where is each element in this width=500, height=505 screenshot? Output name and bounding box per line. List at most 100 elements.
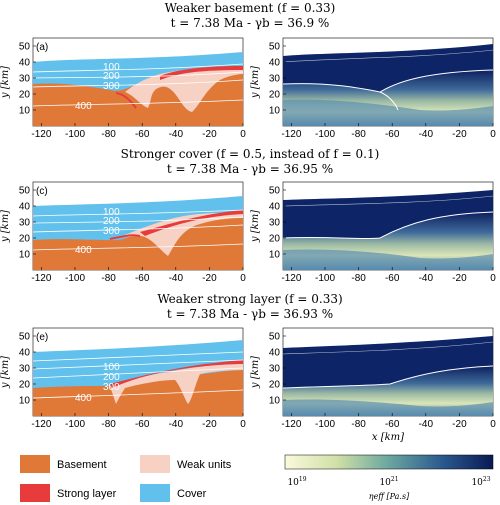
legend-swatch-strong-layer	[20, 484, 50, 502]
panel-label-f: (f)	[286, 332, 295, 343]
panel-a: 100 200 300 400 (a)	[32, 37, 244, 127]
colorbar: 1019 1021 1023 ηeff [Pa.s]	[284, 454, 494, 501]
legend-swatch-basement	[20, 455, 50, 473]
y-tick-label: 50	[269, 42, 281, 53]
x-tick-label: -100	[315, 273, 335, 284]
panel-label-d: (d)	[286, 186, 298, 197]
panel-e: 100 200 300 400 (e)	[32, 327, 244, 417]
y-axis-label: y [km]	[250, 66, 261, 99]
row-3-title-line1: Weaker strong layer (f = 0.33)	[157, 292, 342, 306]
isotherm-label-400: 400	[75, 393, 92, 404]
x-tick-label: -80	[351, 129, 366, 140]
y-axis-label: y [km]	[0, 210, 11, 243]
y-tick-label: 50	[269, 332, 281, 343]
y-tick-label: 30	[269, 364, 281, 375]
row-2-title-line2: t = 7.38 Ma - γb = 36.95 %	[167, 162, 333, 176]
row-1-title-line1: Weaker basement (f = 0.33)	[165, 1, 336, 15]
row-2: Stronger cover (f = 0.5, instead of f = …	[32, 147, 494, 271]
x-tick-label: -60	[385, 419, 400, 430]
row-1: Weaker basement (f = 0.33) t = 7.38 Ma -…	[32, 1, 494, 127]
y-tick-label: 20	[269, 234, 281, 245]
legend-label-weak-units: Weak units	[177, 459, 232, 471]
panel-c: 100 200 300 400 (c)	[32, 181, 244, 271]
isotherm-label-400: 400	[75, 245, 92, 256]
isotherm-label-300: 300	[103, 382, 120, 393]
x-tick-label: -40	[169, 419, 184, 430]
y-tick-label: 50	[19, 42, 31, 53]
x-tick-label: 0	[490, 273, 496, 284]
isotherm-label-200: 200	[103, 372, 120, 383]
x-tick-label: -20	[202, 129, 217, 140]
y-tick-label: 10	[269, 250, 281, 261]
x-axis-label: x [km]	[372, 432, 404, 443]
y-tick-label: 50	[269, 186, 281, 197]
y-tick-label: 30	[19, 218, 31, 229]
isotherm-label-400: 400	[75, 101, 92, 112]
panel-label-a: (a)	[36, 42, 48, 53]
colorbar-tick-2: 1021	[379, 476, 398, 488]
x-tick-label: -20	[202, 273, 217, 284]
isotherm-label-100: 100	[103, 62, 120, 73]
axes-layer: -120 -100 -80 -60 -40 -20 0 10 20 30 40 50 y [km] -12…	[0, 42, 496, 444]
x-tick-label: -60	[135, 129, 150, 140]
x-tick-label: -80	[351, 419, 366, 430]
x-tick-label: -120	[31, 419, 51, 430]
legend-swatch-cover	[140, 484, 170, 502]
x-tick-label: 0	[240, 273, 246, 284]
x-tick-label: -60	[135, 419, 150, 430]
legend-label-strong-layer: Strong layer	[57, 488, 117, 500]
y-axis-label: y [km]	[250, 210, 261, 243]
y-tick-label: 20	[19, 234, 31, 245]
panel-d: (d)	[282, 181, 494, 271]
y-axis-label: y [km]	[0, 66, 11, 99]
y-tick-label: 20	[269, 380, 281, 391]
y-tick-label: 20	[19, 90, 31, 101]
x-tick-label: 0	[240, 419, 246, 430]
x-tick-label: -120	[281, 419, 301, 430]
x-tick-label: -20	[452, 419, 467, 430]
x-tick-label: -40	[419, 419, 434, 430]
isotherm-label-300: 300	[103, 226, 120, 237]
y-tick-label: 50	[19, 186, 31, 197]
y-tick-label: 20	[19, 380, 31, 391]
colorbar-tick-3: 1023	[471, 476, 490, 488]
x-tick-label: -120	[281, 273, 301, 284]
x-tick-label: -100	[65, 419, 85, 430]
x-tick-label: -40	[169, 129, 184, 140]
y-tick-label: 10	[269, 106, 281, 117]
y-tick-label: 10	[19, 106, 31, 117]
x-tick-label: -80	[101, 129, 116, 140]
x-tick-label: -40	[169, 273, 184, 284]
y-axis-label: y [km]	[0, 356, 11, 389]
y-tick-label: 10	[269, 396, 281, 407]
legend: Basement Weak units Strong layer Cover	[20, 455, 232, 502]
panel-label-b: (b)	[286, 42, 298, 53]
x-tick-label: -120	[31, 129, 51, 140]
x-tick-label: -100	[315, 129, 335, 140]
y-tick-label: 40	[269, 202, 281, 213]
isotherm-label-100: 100	[103, 362, 120, 373]
y-tick-label: 50	[19, 332, 31, 343]
x-tick-label: -80	[351, 273, 366, 284]
row-1-title-line2: t = 7.38 Ma - γb = 36.9 %	[171, 16, 330, 30]
x-tick-label: -60	[385, 129, 400, 140]
isotherm-label-300: 300	[103, 81, 120, 92]
y-tick-label: 30	[19, 74, 31, 85]
x-tick-label: 0	[490, 419, 496, 430]
colorbar-label: ηeff [Pa.s]	[369, 492, 410, 501]
x-tick-label: -40	[419, 273, 434, 284]
y-tick-label: 30	[19, 364, 31, 375]
isotherm-label-200: 200	[103, 216, 120, 227]
x-tick-label: -100	[65, 273, 85, 284]
x-tick-label: -120	[281, 129, 301, 140]
panel-label-c: (c)	[36, 186, 48, 197]
row-2-title-line1: Stronger cover (f = 0.5, instead of f = …	[121, 147, 380, 161]
x-tick-label: -100	[315, 419, 335, 430]
x-tick-label: -20	[452, 273, 467, 284]
x-tick-label: -40	[419, 129, 434, 140]
x-tick-label: -20	[452, 129, 467, 140]
y-tick-label: 10	[19, 396, 31, 407]
x-tick-label: -20	[202, 419, 217, 430]
x-tick-label: -120	[31, 273, 51, 284]
isotherm-label-200: 200	[103, 71, 120, 82]
